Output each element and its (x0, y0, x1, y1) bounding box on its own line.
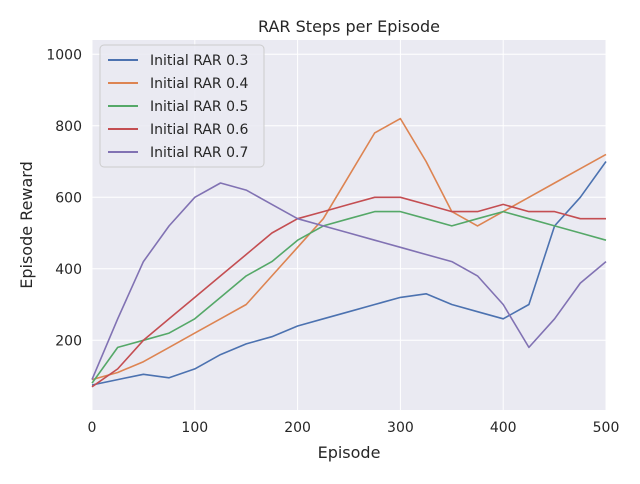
legend-label: Initial RAR 0.5 (150, 99, 248, 115)
x-tick-label: 200 (284, 420, 311, 436)
x-tick-label: 0 (88, 420, 97, 436)
y-tick-label: 1000 (46, 47, 82, 63)
series-line-3 (91, 210, 607, 384)
legend-label: Initial RAR 0.6 (150, 122, 248, 138)
x-tick-label: 500 (593, 420, 620, 436)
y-tick-label: 200 (55, 333, 82, 349)
series-layer (91, 117, 607, 388)
x-axis-label: Episode (318, 443, 381, 462)
legend: Initial RAR 0.3 Initial RAR 0.4 Initial RA… (99, 44, 265, 168)
legend-label: Initial RAR 0.4 (150, 76, 248, 92)
legend-frame (99, 44, 265, 168)
legend-label: Initial RAR 0.3 (150, 53, 248, 69)
series-line-5 (91, 182, 607, 380)
y-tick-label: 400 (55, 262, 82, 278)
x-tick-label: 400 (490, 420, 517, 436)
y-tick-label: 600 (55, 190, 82, 206)
tick-layer: 0 100 200 300 400 500 200 400 600 800 1000 (46, 47, 619, 436)
series-line-1 (91, 161, 607, 386)
x-tick-label: 100 (181, 420, 208, 436)
y-axis-label: Episode Reward (17, 161, 36, 289)
series-line-4 (91, 196, 606, 388)
legend-label: Initial RAR 0.7 (150, 145, 248, 161)
series-line-2 (91, 117, 607, 381)
grid-layer (91, 40, 607, 410)
x-tick-label: 300 (387, 420, 414, 436)
legend-items: Initial RAR 0.3 Initial RAR 0.4 Initial RA… (108, 53, 248, 161)
y-tick-label: 800 (55, 119, 82, 135)
chart-title: RAR Steps per Episode (258, 17, 440, 36)
